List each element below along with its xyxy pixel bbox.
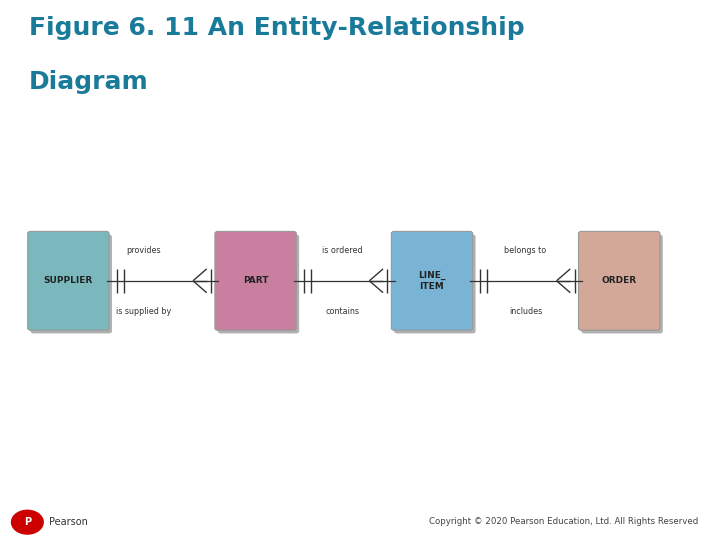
Text: ORDER: ORDER [602, 276, 636, 285]
Text: Copyright © 2020 Pearson Education, Ltd. All Rights Reserved: Copyright © 2020 Pearson Education, Ltd.… [429, 517, 698, 526]
Text: includes: includes [509, 307, 542, 316]
FancyBboxPatch shape [395, 235, 475, 333]
Text: Figure 6. 11 An Entity-Relationship: Figure 6. 11 An Entity-Relationship [29, 16, 524, 40]
Text: LINE_
ITEM: LINE_ ITEM [418, 271, 446, 291]
Text: PART: PART [243, 276, 269, 285]
FancyBboxPatch shape [392, 232, 473, 330]
Text: is ordered: is ordered [322, 246, 362, 255]
Circle shape [12, 510, 43, 534]
FancyBboxPatch shape [28, 232, 109, 330]
Text: P: P [24, 517, 31, 527]
Text: is supplied by: is supplied by [117, 307, 171, 316]
FancyBboxPatch shape [579, 232, 660, 330]
FancyBboxPatch shape [582, 235, 662, 333]
Text: Pearson: Pearson [49, 517, 88, 527]
Text: provides: provides [127, 246, 161, 255]
Text: Diagram: Diagram [29, 70, 148, 94]
FancyBboxPatch shape [217, 235, 300, 333]
Text: contains: contains [325, 307, 359, 316]
Text: belongs to: belongs to [505, 246, 546, 255]
Text: SUPPLIER: SUPPLIER [44, 276, 93, 285]
FancyBboxPatch shape [30, 235, 112, 333]
FancyBboxPatch shape [215, 232, 297, 330]
